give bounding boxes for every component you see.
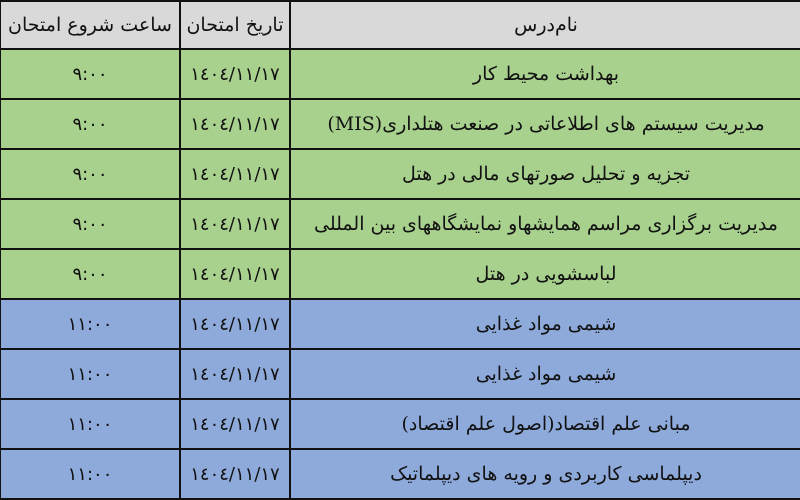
table-row: شیمی مواد غذایی ١٤٠٤/١١/١٧ ١١:٠٠ <box>0 348 800 400</box>
table-row: لباسشویی در هتل ١٤٠٤/١١/١٧ ٩:٠٠ <box>0 248 800 300</box>
course-cell: شیمی مواد غذایی <box>289 348 800 400</box>
table-row: بهداشت محیط کار ١٤٠٤/١١/١٧ ٩:٠٠ <box>0 48 800 100</box>
course-cell: مدیریت برگزاری مراسم همایشهاو نمایشگاهها… <box>289 198 800 250</box>
date-cell: ١٤٠٤/١١/١٧ <box>179 298 291 350</box>
time-cell: ٩:٠٠ <box>0 248 181 300</box>
date-cell: ١٤٠٤/١١/١٧ <box>179 348 291 400</box>
date-cell: ١٤٠٤/١١/١٧ <box>179 198 291 250</box>
date-cell: ١٤٠٤/١١/١٧ <box>179 98 291 150</box>
time-cell: ١١:٠٠ <box>0 398 181 450</box>
course-cell: بهداشت محیط کار <box>289 48 800 100</box>
header-date: تاریخ امتحان <box>179 0 291 50</box>
table-row: تجزیه و تحلیل صورتهای مالی در هتل ١٤٠٤/١١… <box>0 148 800 200</box>
time-cell: ٩:٠٠ <box>0 48 181 100</box>
date-cell: ١٤٠٤/١١/١٧ <box>179 398 291 450</box>
date-cell: ١٤٠٤/١١/١٧ <box>179 448 291 500</box>
table-row: دیپلماسی کاربردی و رویه های دیپلماتیک ١٤٠… <box>0 448 800 500</box>
course-cell: دیپلماسی کاربردی و رویه های دیپلماتیک <box>289 448 800 500</box>
table-row: شیمی مواد غذایی ١٤٠٤/١١/١٧ ١١:٠٠ <box>0 298 800 350</box>
course-cell: لباسشویی در هتل <box>289 248 800 300</box>
time-cell: ٩:٠٠ <box>0 148 181 200</box>
time-cell: ١١:٠٠ <box>0 348 181 400</box>
date-cell: ١٤٠٤/١١/١٧ <box>179 48 291 100</box>
table-row: مدیریت سیستم های اطلاعاتی در صنعت هتلدار… <box>0 98 800 150</box>
table-row: مبانی علم اقتصاد(اصول علم اقتصاد) ١٤٠٤/١١… <box>0 398 800 450</box>
date-cell: ١٤٠٤/١١/١٧ <box>179 148 291 200</box>
time-cell: ٩:٠٠ <box>0 98 181 150</box>
time-cell: ٩:٠٠ <box>0 198 181 250</box>
course-cell: تجزیه و تحلیل صورتهای مالی در هتل <box>289 148 800 200</box>
header-row: نام‌درس تاریخ امتحان ساعت شروع امتحان <box>0 0 800 50</box>
table-row: مدیریت برگزاری مراسم همایشهاو نمایشگاهها… <box>0 198 800 250</box>
time-cell: ١١:٠٠ <box>0 448 181 500</box>
course-cell: مدیریت سیستم های اطلاعاتی در صنعت هتلدار… <box>289 98 800 150</box>
course-cell: شیمی مواد غذایی <box>289 298 800 350</box>
time-cell: ١١:٠٠ <box>0 298 181 350</box>
date-cell: ١٤٠٤/١١/١٧ <box>179 248 291 300</box>
header-time: ساعت شروع امتحان <box>0 0 181 50</box>
course-cell: مبانی علم اقتصاد(اصول علم اقتصاد) <box>289 398 800 450</box>
header-course: نام‌درس <box>289 0 800 50</box>
